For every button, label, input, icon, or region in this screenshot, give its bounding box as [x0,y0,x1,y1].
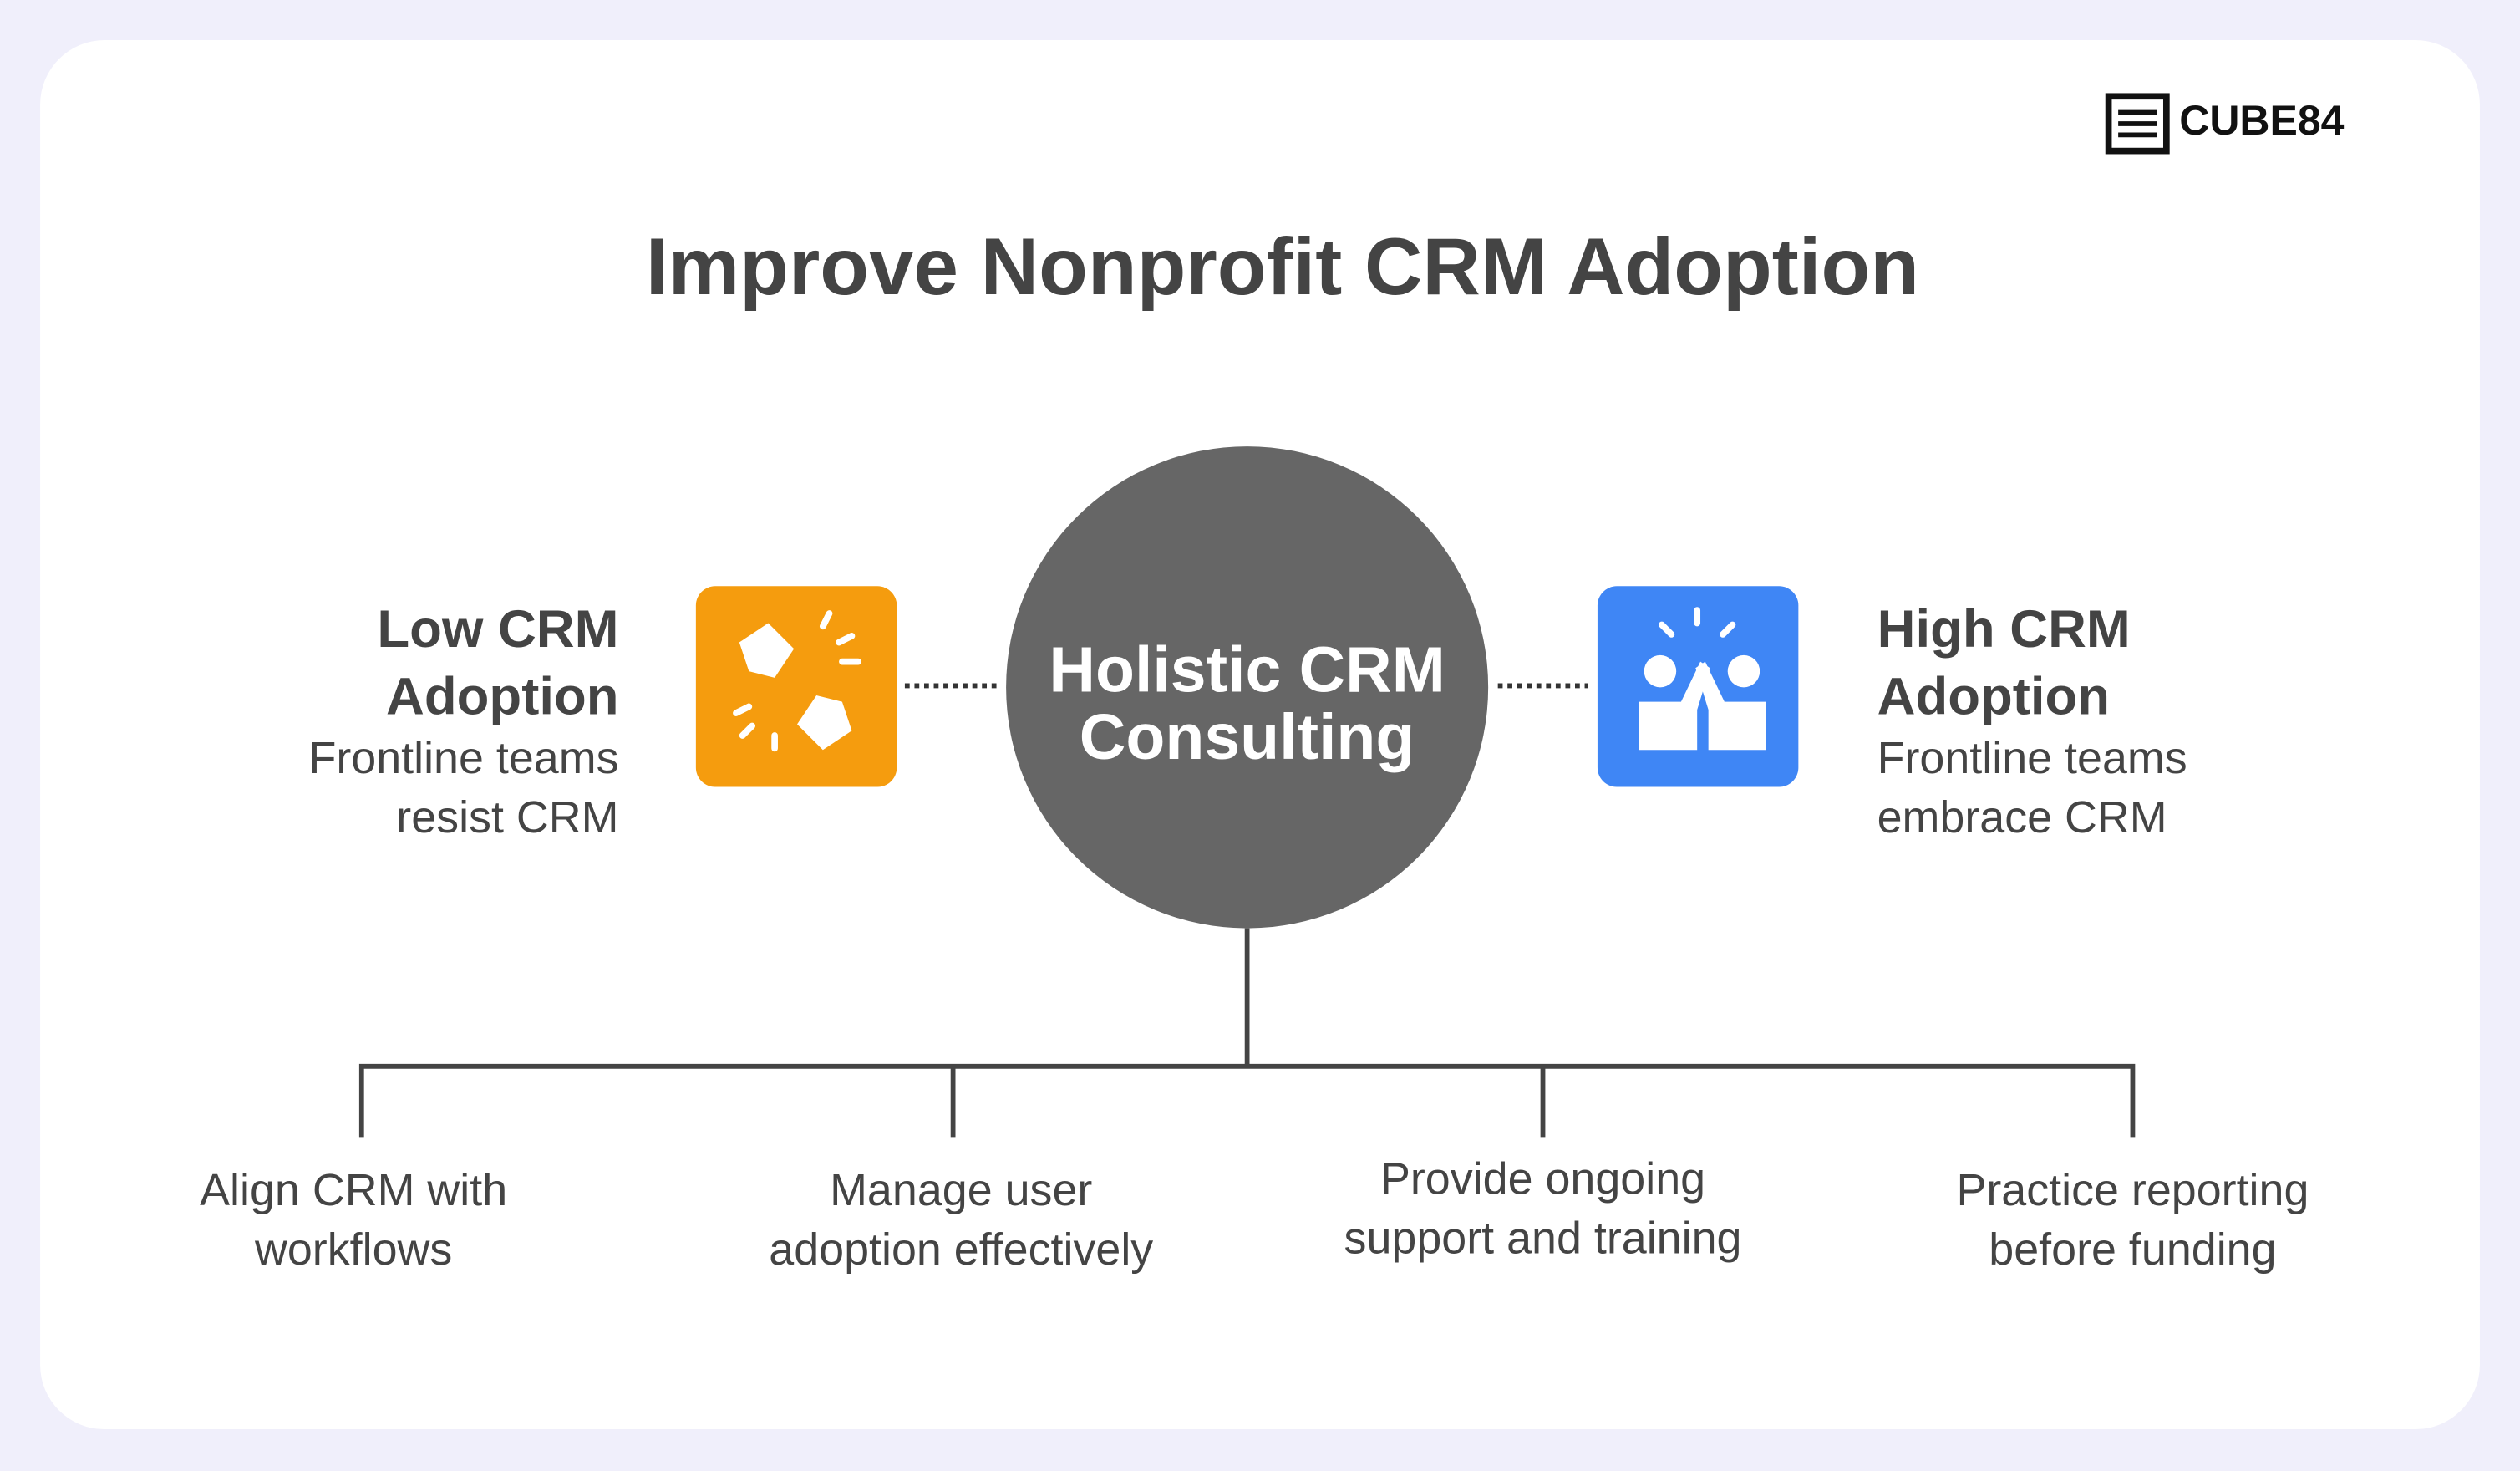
branch-label: Align CRM with [200,1165,507,1215]
fist [739,623,795,678]
logo-icon [2105,93,2170,155]
branch-label: Manage user [830,1165,1092,1215]
right-title: Adoption [1877,668,2110,726]
spark [733,610,861,752]
title: Improve Nonprofit CRM Adoption [646,222,1919,312]
left-title: Low CRM [377,600,618,659]
right-title: High CRM [1877,600,2131,659]
left-title: Adoption [386,668,618,726]
center-label: Holistic CRM [1049,634,1445,705]
fist [797,695,852,751]
center-label: Consulting [1080,701,1415,773]
left-description: resist CRM [396,792,618,842]
branch-label: Provide ongoing [1380,1153,1705,1204]
logo: CUBE84 [2105,93,2345,155]
head [1644,654,1677,688]
icon-box [695,586,897,787]
right-description: embrace CRM [1877,792,2167,842]
low-icon [695,586,897,787]
branch-label: Practice reporting [1956,1165,2309,1215]
tree-lines [358,928,2136,1138]
high-icon [1597,586,1799,787]
branch-label: support and training [1344,1213,1742,1263]
person [1695,661,1766,751]
branch-label: workflows [254,1224,452,1275]
spark [1659,607,1736,638]
person [1639,661,1710,751]
head [1727,654,1760,688]
logo-icon-lines [2118,109,2157,138]
branch-label: before funding [1989,1224,2276,1275]
logo-text: CUBE84 [2179,97,2344,144]
left-description: Frontline teams [308,733,618,783]
branch-label: adoption effectively [769,1224,1153,1275]
center-circle [1006,446,1489,929]
right-description: Frontline teams [1877,733,2187,783]
